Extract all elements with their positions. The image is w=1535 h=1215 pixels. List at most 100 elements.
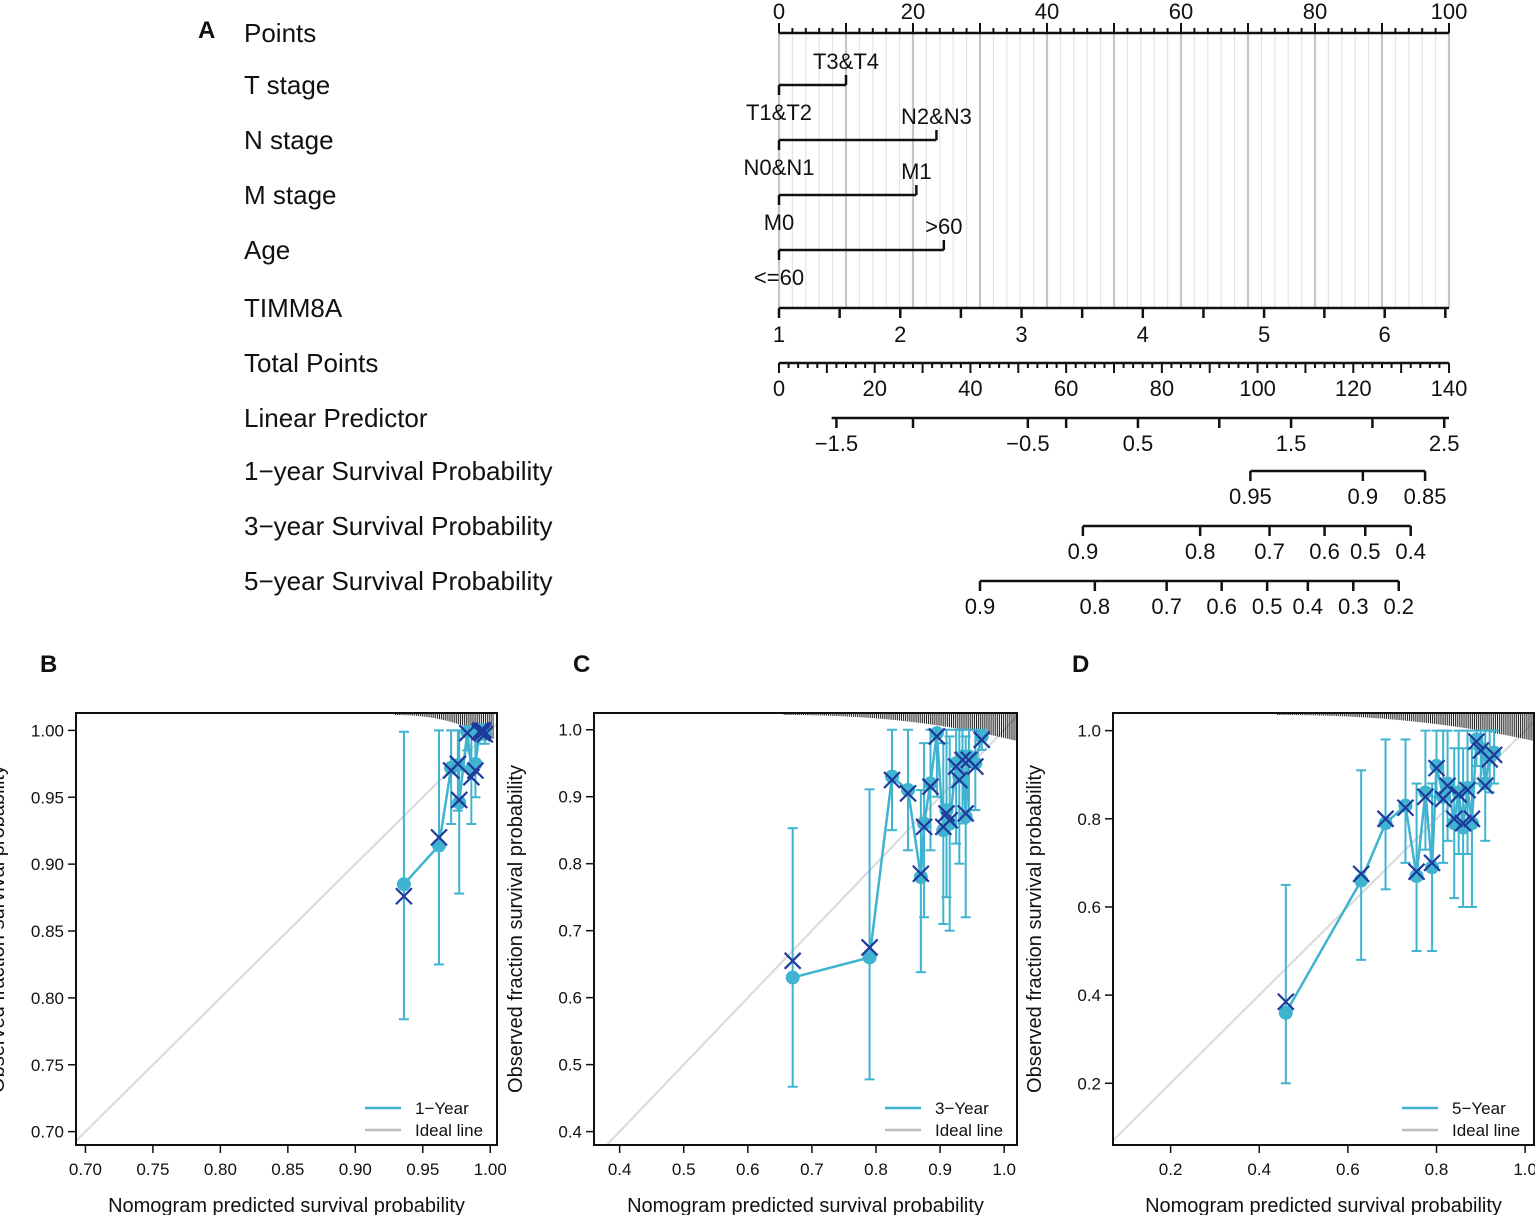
bias-corrected-marker [1423,854,1441,872]
row-label: TIMM8A [244,293,343,323]
timm8a-tick-label: 3 [1015,322,1027,347]
bias-corrected-marker [1416,787,1435,806]
x-tick-label: 0.90 [339,1160,372,1179]
row-label: Points [244,18,316,48]
bias-corrected-marker [1396,798,1415,817]
points-axis-label: 0 [773,0,785,24]
total-points-label: 0 [773,376,785,401]
bias-corrected-marker [1407,862,1426,881]
bias-corrected-marker [1480,750,1499,769]
total-points-label: 60 [1054,376,1078,401]
legend-label-ideal: Ideal line [415,1121,483,1140]
observed-point [1418,785,1433,800]
bias-corrected-marker [1449,785,1468,804]
total-points-label: 40 [958,376,982,401]
y-tick-label: 0.4 [558,1123,582,1142]
observed-point [961,749,976,764]
observed-point [1447,816,1462,831]
n_stage-level-label: N2&N3 [901,104,972,129]
y-tick-label: 0.9 [558,788,582,807]
surv5-tick-label: 0.5 [1252,594,1283,619]
x-axis-label: Nomogram predicted survival probability [1145,1195,1502,1215]
bias-corrected-marker [953,751,972,769]
y-tick-label: 0.2 [1077,1074,1101,1093]
bias-corrected-marker [395,887,413,906]
bias-corrected-marker [960,751,978,769]
linear_predictor-tick-label: 2.5 [1429,431,1460,456]
bias-corrected-marker [921,777,940,796]
y-tick-label: 0.8 [558,855,582,874]
bias-corrected-marker [1458,781,1477,799]
age-level-label: <=60 [754,265,804,290]
observed-point [958,809,973,824]
observed-point [464,762,479,777]
y-axis-label: Observed fraction survival probability [505,765,527,1093]
linear_predictor-tick-label: 1.5 [1276,431,1307,456]
t_stage-level-label: T3&T4 [813,49,879,74]
bias-corrected-marker [462,768,481,786]
y-tick-label: 0.4 [1077,986,1101,1005]
points-axis-label: 40 [1035,0,1059,24]
bias-corrected-marker [950,771,969,789]
legend-label-series: 3−Year [935,1099,989,1118]
observed-point [1440,776,1455,791]
bias-corrected-marker [1352,865,1370,883]
row-label: M stage [244,180,337,210]
bias-corrected-marker [899,784,917,803]
plot-frame [1112,712,1535,1146]
x-tick-label: 0.4 [1247,1160,1271,1179]
bias-corrected-marker [1445,810,1464,828]
bias-corrected-marker [449,755,467,773]
surv5-tick-label: 0.3 [1338,594,1369,619]
bias-corrected-marker [1427,759,1446,777]
bias-corrected-marker [1277,992,1295,1011]
y-tick-label: 0.95 [31,788,64,807]
x-tick-label: 1.00 [474,1160,507,1179]
bias-corrected-marker [470,722,489,741]
surv3-tick-label: 0.6 [1309,539,1340,564]
observed-point [431,838,446,853]
row-label: 1−year Survival Probability [244,456,553,486]
m_stage-level-label: M0 [764,210,795,235]
row-label: T stage [244,70,330,100]
bias-corrected-marker [883,771,901,789]
x-tick-label: 0.85 [271,1160,304,1179]
y-axis-label: Observed fraction survival probability [0,765,9,1093]
observed-point [452,795,467,810]
panel-letter-d: D [1072,651,1089,678]
y-tick-label: 0.85 [31,922,64,941]
surv3-tick-label: 0.8 [1185,539,1216,564]
points-axis-label: 60 [1169,0,1193,24]
bias-corrected-marker [476,725,494,744]
observed-point [396,877,411,892]
points-axis-label: 80 [1303,0,1327,24]
y-tick-label: 1.0 [1077,722,1101,741]
legend-label-ideal: Ideal line [935,1121,1003,1140]
observed-point [901,783,916,798]
observed-point [939,803,954,818]
observed-point [450,758,465,773]
observed-point [1278,1005,1293,1020]
x-tick-label: 0.5 [672,1160,696,1179]
observed-point [460,724,475,739]
observed-point [1451,785,1466,800]
linear_predictor-tick-label: −1.5 [815,431,858,456]
bias-corrected-marker [934,818,953,836]
observed-point [929,726,944,741]
y-tick-label: 0.70 [31,1123,64,1142]
observed-point [974,729,989,744]
surv3-tick-label: 0.4 [1395,539,1426,564]
observed-point [785,970,800,985]
timm8a-tick-label: 1 [773,322,785,347]
bias-corrected-marker [472,721,490,740]
x-axis-label: Nomogram predicted survival probability [627,1195,984,1215]
ideal-line [1112,721,1535,1142]
surv5-tick-label: 0.6 [1206,594,1237,619]
observed-point [1469,732,1484,747]
legend-label-series: 1−Year [415,1099,469,1118]
surv3-tick-label: 0.7 [1254,539,1285,564]
bias-corrected-marker [928,727,946,746]
surv1-tick-label: 0.95 [1229,484,1272,509]
observed-point [1409,869,1424,884]
